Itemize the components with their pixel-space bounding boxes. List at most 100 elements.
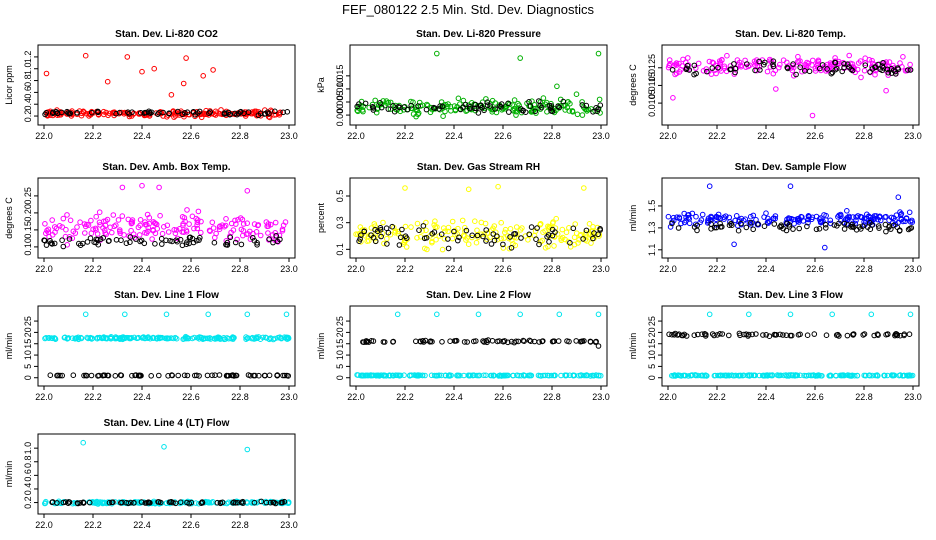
data-point [550, 372, 557, 379]
data-point [42, 221, 48, 227]
data-point [905, 226, 912, 233]
data-point [284, 372, 290, 379]
panel-title: Stan. Dev. Li-820 Pressure [416, 29, 541, 40]
x-tick-label: 22.4 [757, 264, 775, 274]
data-point [726, 372, 733, 379]
data-point [383, 225, 390, 231]
data-point [467, 372, 473, 379]
data-point [579, 112, 586, 118]
data-point [494, 236, 501, 243]
data-point [580, 236, 586, 242]
data-point [390, 103, 396, 109]
x-tick-label: 22.4 [445, 264, 463, 274]
data-point [148, 109, 155, 116]
data-point [848, 66, 854, 73]
data-point [544, 234, 550, 240]
y-tick-label: 0 [647, 375, 657, 380]
data-point [706, 58, 713, 65]
data-point [224, 335, 230, 341]
data-point [868, 311, 875, 318]
data-point [121, 335, 127, 341]
data-point [356, 238, 362, 244]
data-point [196, 237, 202, 243]
data-point [110, 212, 117, 218]
y-tick-label: 1.0 [23, 442, 33, 455]
data-point [267, 499, 274, 506]
data-point [373, 372, 380, 379]
data-point [43, 110, 50, 116]
data-point [230, 336, 236, 342]
y-tick-label: 10 [335, 350, 345, 360]
data-point [70, 228, 77, 235]
data-point [200, 336, 207, 342]
x-tick-label: 22.4 [133, 520, 151, 530]
data-point [681, 219, 688, 226]
x-tick-label: 22.8 [543, 131, 561, 141]
data-point [706, 183, 713, 189]
data-point [689, 372, 696, 379]
data-point [100, 235, 106, 241]
data-point [56, 223, 63, 229]
data-point [573, 91, 580, 97]
data-point [738, 220, 744, 227]
data-point [832, 55, 838, 61]
data-point [498, 219, 505, 226]
data-point [786, 373, 792, 379]
data-point [223, 110, 229, 117]
data-point [257, 232, 264, 239]
data-point [52, 336, 59, 343]
data-point [709, 65, 716, 71]
data-point [706, 311, 713, 318]
data-point [217, 500, 224, 507]
data-point [511, 97, 518, 103]
data-point [793, 71, 799, 78]
data-point [193, 372, 200, 379]
data-point [452, 227, 458, 234]
data-point [266, 372, 273, 379]
data-point [832, 66, 839, 73]
data-point [442, 228, 448, 234]
data-point [508, 245, 515, 251]
data-point [849, 221, 855, 228]
data-point [155, 334, 161, 341]
data-point [244, 110, 251, 117]
data-point [809, 214, 816, 221]
data-point [665, 213, 672, 220]
data-point [175, 108, 181, 115]
data-point [432, 105, 438, 111]
data-point [378, 104, 385, 111]
data-point [49, 499, 56, 506]
data-point [67, 110, 74, 117]
data-point [148, 373, 154, 379]
data-point [594, 108, 601, 115]
data-point [95, 373, 101, 379]
data-point [422, 245, 428, 252]
data-point [876, 225, 882, 231]
data-point [128, 227, 134, 234]
data-point [457, 101, 463, 107]
data-point [685, 373, 692, 379]
y-tick-label: 20 [335, 327, 345, 337]
data-point [826, 373, 833, 379]
data-point [156, 499, 162, 505]
data-point [186, 221, 192, 227]
data-point [686, 220, 693, 227]
data-point [473, 239, 480, 246]
plot-frame [661, 177, 920, 259]
data-point [88, 372, 95, 379]
data-point [369, 372, 376, 379]
data-point [416, 227, 422, 233]
data-point [693, 65, 699, 71]
data-point [433, 372, 440, 379]
data-point [131, 500, 137, 506]
data-point [810, 57, 816, 64]
data-point [805, 216, 812, 223]
data-point [837, 211, 844, 218]
data-point [194, 222, 200, 228]
data-point [52, 224, 58, 230]
data-point [667, 224, 674, 230]
data-point [717, 331, 723, 337]
data-point [746, 311, 752, 318]
data-point [392, 372, 399, 379]
data-point [372, 223, 378, 229]
